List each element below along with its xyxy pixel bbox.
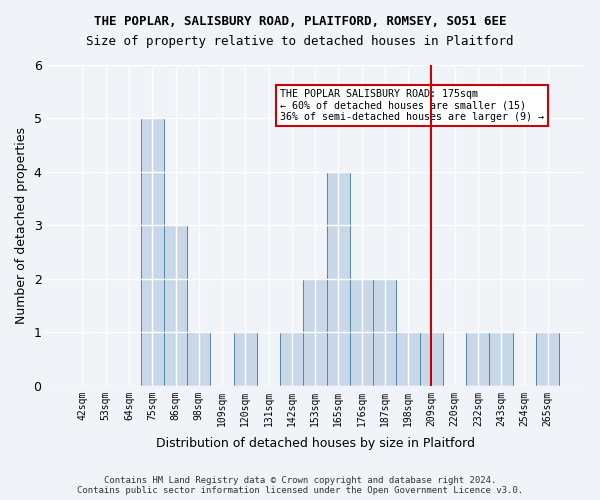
Bar xyxy=(420,332,443,386)
Bar xyxy=(304,279,326,386)
Text: Size of property relative to detached houses in Plaitford: Size of property relative to detached ho… xyxy=(86,35,514,48)
Text: THE POPLAR SALISBURY ROAD: 175sqm
← 60% of detached houses are smaller (15)
36% : THE POPLAR SALISBURY ROAD: 175sqm ← 60% … xyxy=(280,89,544,122)
Text: Contains HM Land Registry data © Crown copyright and database right 2024.
Contai: Contains HM Land Registry data © Crown c… xyxy=(77,476,523,495)
Bar xyxy=(373,279,397,386)
Bar xyxy=(350,279,373,386)
Y-axis label: Number of detached properties: Number of detached properties xyxy=(15,127,28,324)
Text: THE POPLAR, SALISBURY ROAD, PLAITFORD, ROMSEY, SO51 6EE: THE POPLAR, SALISBURY ROAD, PLAITFORD, R… xyxy=(94,15,506,28)
Bar xyxy=(280,332,304,386)
Bar xyxy=(397,332,420,386)
Bar xyxy=(490,332,513,386)
Bar xyxy=(233,332,257,386)
Bar xyxy=(536,332,559,386)
X-axis label: Distribution of detached houses by size in Plaitford: Distribution of detached houses by size … xyxy=(155,437,475,450)
Bar xyxy=(326,172,350,386)
Bar xyxy=(466,332,490,386)
Bar xyxy=(140,118,164,386)
Bar xyxy=(187,332,211,386)
Bar xyxy=(164,226,187,386)
